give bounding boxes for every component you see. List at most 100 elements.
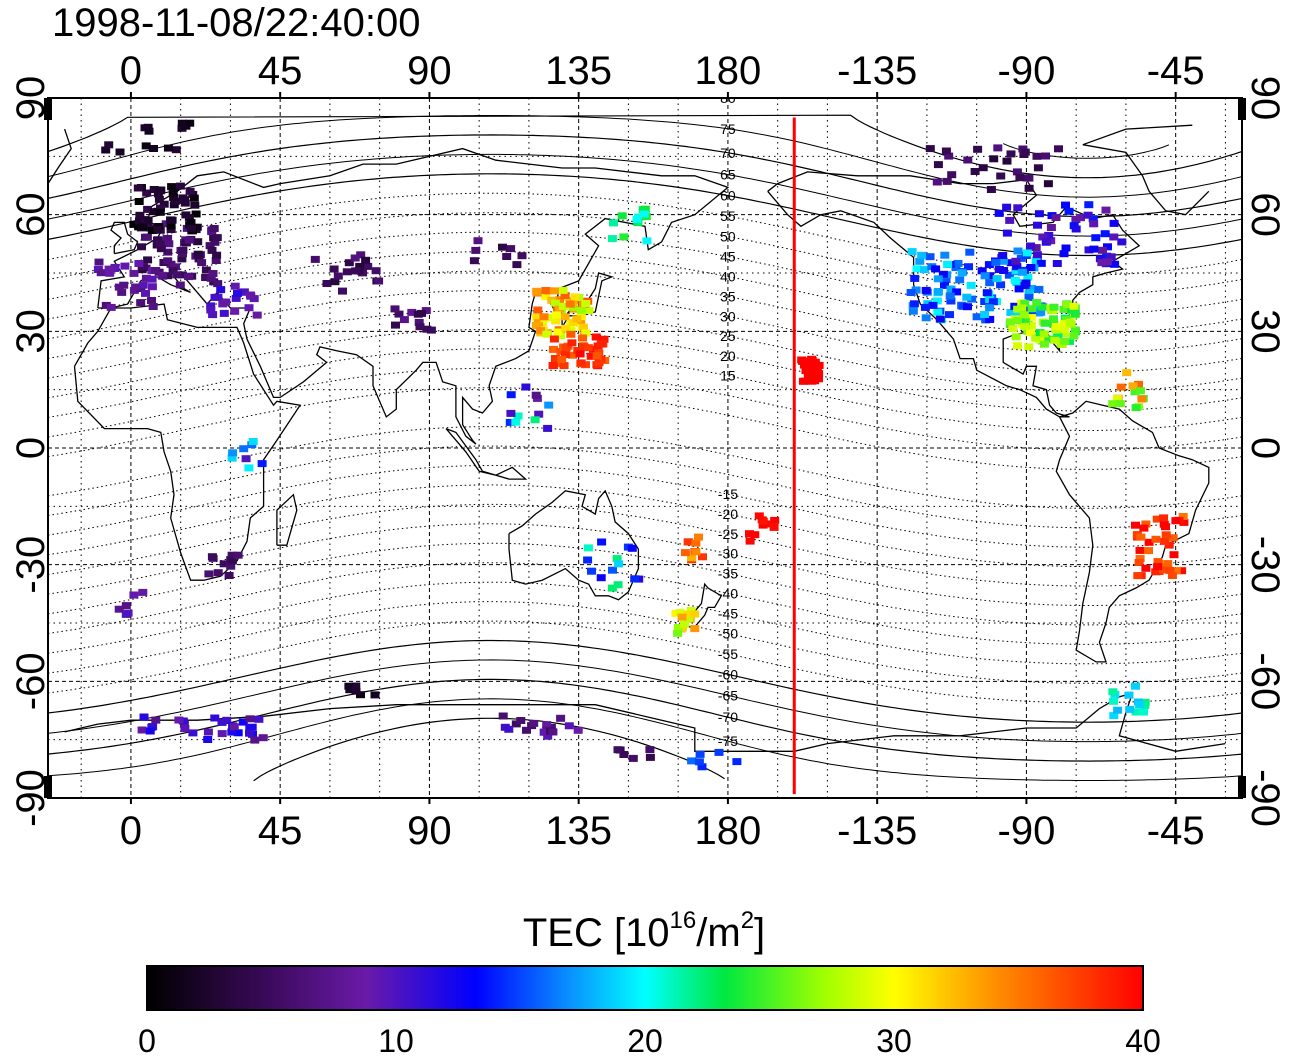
tec-point [172, 271, 182, 279]
tec-point [239, 445, 249, 453]
tec-point [1168, 534, 1178, 542]
tec-point [506, 245, 516, 253]
magnetic-contour [48, 173, 1242, 257]
tec-point [197, 259, 207, 267]
tec-point [675, 609, 685, 617]
magnetic-latitude-label: 35 [720, 288, 736, 304]
tec-point [1051, 214, 1061, 221]
tec-point [951, 264, 961, 272]
magnetic-latitude-label: 25 [720, 328, 736, 344]
magnetic-latitude-label: 15 [720, 368, 736, 384]
tec-point [680, 620, 689, 628]
tec-point [1141, 520, 1151, 528]
magnetic-latitude-label: 80 [720, 90, 736, 106]
tec-point [963, 156, 973, 164]
tec-point [1006, 318, 1015, 326]
tec-point [498, 243, 507, 251]
tec-point [1124, 691, 1134, 699]
tec-point [149, 145, 158, 152]
tec-point [171, 263, 180, 271]
tec-point [1024, 184, 1034, 192]
tec-point [351, 267, 361, 275]
tec-point [548, 362, 558, 370]
tec-point [1100, 230, 1110, 238]
tec-point [142, 233, 152, 241]
tec-point [310, 255, 320, 263]
tec-point [586, 352, 596, 360]
magnetic-contour [48, 523, 1242, 606]
tec-point [1131, 521, 1140, 529]
tec-point [993, 144, 1003, 152]
tec-point [203, 736, 213, 743]
tec-point [1071, 225, 1081, 233]
tec-point [686, 607, 696, 614]
tec-point [673, 629, 683, 637]
tec-point [390, 305, 400, 313]
tec-point [250, 736, 260, 744]
tec-point [1178, 513, 1188, 520]
tec-point [181, 211, 191, 219]
tec-point [138, 223, 148, 231]
tec-point [131, 283, 141, 291]
tec-point [254, 715, 264, 723]
tec-point [421, 307, 431, 315]
lat-label-left: 0 [9, 437, 53, 459]
tec-point [415, 323, 425, 331]
magnetic-latitude-label: -60 [718, 666, 738, 682]
tec-point [1113, 706, 1123, 714]
tec-point [1042, 237, 1052, 245]
tec-point [147, 227, 157, 234]
tec-point [808, 362, 818, 370]
lat-label-right: -30 [1243, 536, 1287, 594]
tec-point [1034, 210, 1044, 218]
tec-point [608, 566, 617, 574]
tec-point [977, 267, 987, 275]
tec-point [153, 190, 163, 198]
tec-point [1051, 322, 1061, 330]
coast-greenland [48, 124, 1210, 216]
tec-point [502, 253, 512, 260]
tec-point [1026, 321, 1036, 329]
tec-point [1102, 252, 1112, 260]
tec-point [1102, 258, 1112, 266]
tec-point [691, 539, 701, 547]
tec-point [184, 236, 194, 244]
lat-label-right: -60 [1243, 652, 1287, 710]
tec-point [1006, 150, 1016, 158]
tec-point [566, 330, 576, 338]
tec-point [1002, 157, 1012, 165]
tec-point [909, 300, 919, 308]
tec-point [559, 362, 569, 370]
tec-point [910, 274, 920, 282]
tec-point [213, 280, 223, 288]
tec-point [732, 758, 742, 766]
tec-point [938, 270, 948, 278]
tec-point [946, 285, 956, 293]
tec-point [627, 544, 637, 552]
tec-point [137, 726, 147, 734]
tec-point [932, 297, 942, 305]
tec-point [568, 351, 577, 359]
tec-point [998, 252, 1008, 259]
tec-point [511, 418, 521, 426]
tec-point [233, 729, 243, 737]
tec-point [1110, 260, 1120, 268]
tec-point [1013, 204, 1023, 212]
tec-point [947, 171, 957, 179]
tec-point [561, 344, 571, 352]
tec-point [135, 211, 145, 219]
tec-point [185, 119, 195, 127]
magnetic-latitude-label: -25 [718, 526, 738, 542]
tec-point [138, 281, 148, 289]
colorbar-title: TEC [1016/m2] [523, 907, 765, 955]
tec-point [370, 691, 380, 699]
tec-point [564, 722, 574, 730]
tec-point [907, 248, 917, 256]
frame-corner-mark [1238, 98, 1246, 120]
tec-point [1049, 303, 1059, 311]
tec-point [941, 147, 951, 155]
tec-point [1095, 255, 1105, 263]
tec-point [745, 530, 754, 538]
tec-point [531, 391, 541, 399]
tec-point [145, 727, 155, 735]
